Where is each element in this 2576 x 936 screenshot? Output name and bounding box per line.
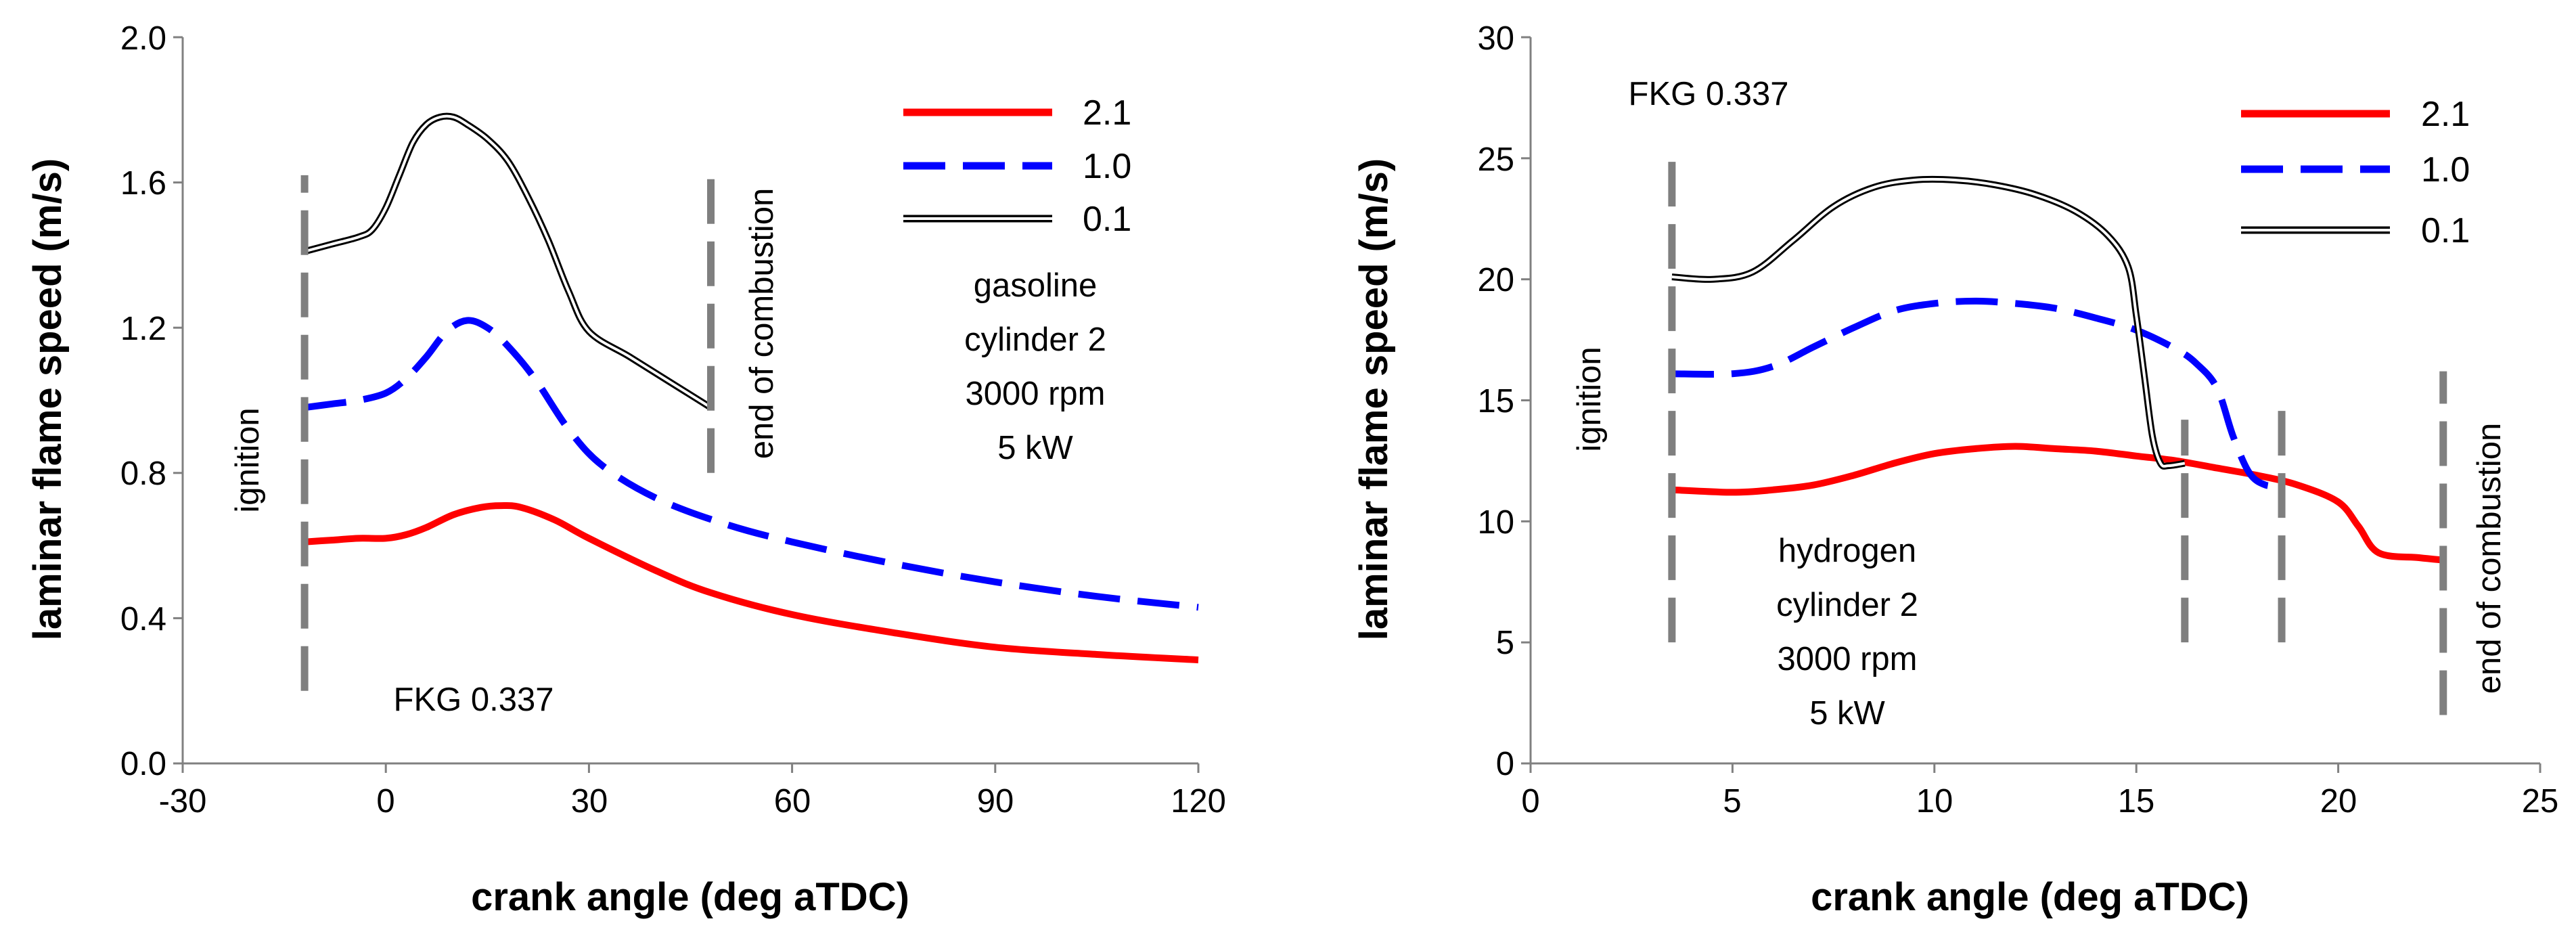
end-of-combustion-label: end of combustion — [744, 188, 780, 459]
y-tick-label: 0.0 — [120, 746, 166, 782]
fuel-line: 3000 rpm — [965, 376, 1105, 412]
series-line-inner — [1671, 177, 2186, 468]
legend-label: 0.1 — [1083, 200, 1131, 239]
legend: 2.1 1.0 0.1 — [2241, 95, 2470, 250]
fuel-line: cylinder 2 — [1776, 587, 1918, 623]
series-line-0.1 — [303, 112, 713, 411]
series-layer — [1671, 175, 2444, 564]
y-tick-label: 30 — [1477, 20, 1514, 57]
tick-layer — [173, 36, 1200, 773]
y-tick-label: 0.8 — [120, 455, 166, 492]
x-tick-label: 10 — [1916, 783, 1953, 820]
fkg-label: FKG 0.337 — [1629, 76, 1789, 112]
legend-label: 0.1 — [2421, 211, 2470, 250]
fuel-line: 5 kW — [997, 430, 1073, 466]
x-tick-label: 90 — [977, 783, 1014, 820]
legend: 2.1 1.0 0.1 — [903, 93, 1131, 239]
x-axis-title: crank angle (deg aTDC) — [1811, 875, 2249, 919]
y-tick-label: 5 — [1496, 625, 1514, 661]
ignition-label: ignition — [1571, 347, 1608, 451]
series-line-1.0 — [304, 317, 1199, 611]
fuel-line: gasoline — [974, 267, 1098, 304]
fuel-line: 3000 rpm — [1777, 641, 1917, 677]
legend-label: 2.1 — [2421, 95, 2470, 134]
x-tick-label: 30 — [571, 783, 608, 820]
y-tick-label: 15 — [1477, 383, 1514, 420]
y-tick-label: 20 — [1477, 262, 1514, 298]
y-tick-label: 1.6 — [120, 165, 166, 202]
marker-layer — [300, 175, 715, 691]
x-tick-label: 5 — [1723, 783, 1741, 820]
y-tick-label: 10 — [1477, 504, 1514, 541]
hydrogen-chart: 0 5 10 15 20 25 30 0 5 10 15 20 25 crank… — [1352, 20, 2558, 919]
legend-label: 2.1 — [1083, 93, 1131, 133]
x-tick-label: 15 — [2118, 783, 2155, 820]
series-line-1.0 — [1671, 297, 2282, 490]
series-line-0.1 — [1671, 175, 2186, 470]
x-tick-label: 0 — [376, 783, 394, 820]
marker-layer — [1668, 153, 2447, 715]
fuel-line: hydrogen — [1778, 533, 1916, 569]
series-line-inner — [304, 114, 712, 409]
series-line-2.1 — [304, 502, 1199, 664]
fuel-line: cylinder 2 — [964, 321, 1106, 358]
x-tick-label: 20 — [2320, 783, 2357, 820]
legend-label: 1.0 — [2421, 150, 2470, 190]
fuel-line: 5 kW — [1809, 695, 1885, 732]
fkg-label: FKG 0.337 — [394, 682, 554, 718]
x-tick-label: -30 — [159, 783, 207, 820]
end-of-combustion-label: end of combustion — [2471, 423, 2508, 694]
y-tick-label: 1.2 — [120, 311, 166, 347]
y-tick-label: 0 — [1496, 746, 1514, 782]
y-tick-label: 2.0 — [120, 20, 166, 57]
legend-label: 1.0 — [1083, 147, 1131, 186]
x-axis-title: crank angle (deg aTDC) — [471, 875, 909, 919]
y-tick-label: 25 — [1477, 141, 1514, 178]
series-line-2.1 — [1671, 443, 2444, 564]
y-axis-title: laminar flame speed (m/s) — [26, 158, 70, 640]
gasoline-chart: 0.0 0.4 0.8 1.2 1.6 2.0 -30 0 30 60 90 1… — [26, 20, 1226, 919]
y-axis-title: laminar flame speed (m/s) — [1352, 158, 1396, 640]
x-tick-label: 120 — [1171, 783, 1226, 820]
series-layer — [303, 112, 1199, 664]
ignition-label: ignition — [229, 407, 266, 512]
y-tick-label: 0.4 — [120, 601, 166, 638]
tick-layer — [1521, 36, 2541, 773]
x-tick-label: 25 — [2522, 783, 2559, 820]
x-tick-label: 0 — [1521, 783, 1539, 820]
x-tick-label: 60 — [774, 783, 811, 820]
